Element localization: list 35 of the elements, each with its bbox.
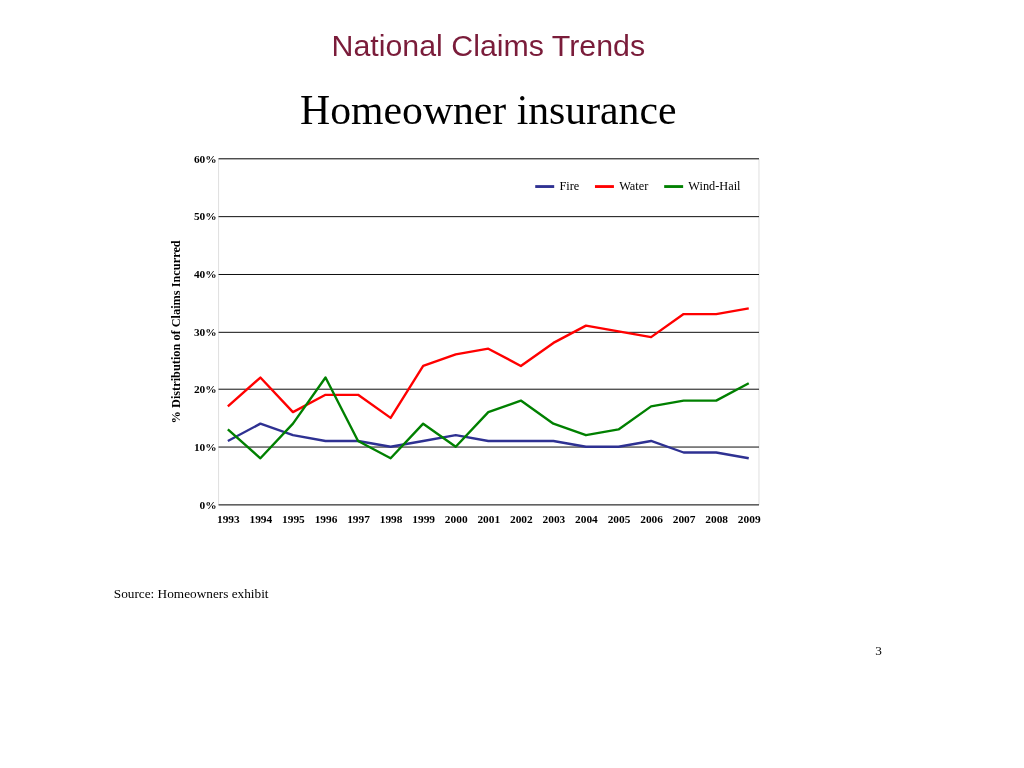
- x-tick-label: 2006: [640, 512, 664, 525]
- y-tick-label: 0%: [199, 498, 217, 511]
- x-tick-label: 2004: [575, 512, 599, 525]
- x-tick-label: 2009: [737, 512, 761, 525]
- x-tick-label: 2001: [477, 512, 501, 525]
- x-tick-label: 2007: [672, 512, 696, 525]
- x-tick-label: 1995: [282, 512, 306, 525]
- x-tick-label: 2003: [542, 512, 566, 525]
- source-note: Source: Homeowners exhibit: [113, 586, 269, 602]
- legend-label: Fire: [559, 179, 580, 194]
- x-tick-label: 1998: [379, 512, 403, 525]
- x-tick-label: 2000: [444, 512, 468, 525]
- line-series: [226, 307, 750, 420]
- legend-label: Wind-Hail: [688, 179, 742, 194]
- y-axis-title: % Distribution of Claims Incurred: [168, 240, 183, 424]
- y-tick-label: 20%: [193, 383, 217, 396]
- x-tick-label: 1993: [216, 512, 240, 525]
- y-tick-label: 30%: [193, 325, 217, 338]
- x-tick-label: 1996: [314, 512, 338, 525]
- y-tick-label: 50%: [193, 210, 217, 223]
- line-series: [226, 376, 750, 460]
- x-tick-label: 1999: [412, 512, 436, 525]
- line-series: [226, 422, 750, 460]
- legend-label: Water: [619, 179, 649, 194]
- y-tick-label: 10%: [193, 441, 217, 453]
- y-tick-label: 60%: [193, 152, 217, 165]
- x-tick-label: 1997: [347, 512, 371, 525]
- y-tick-label: 40%: [193, 267, 217, 280]
- x-tick-label: 2002: [509, 512, 534, 525]
- x-tick-label: 2008: [705, 512, 729, 525]
- chart-subtitle: Homeowner insurance: [300, 87, 677, 134]
- x-tick-label: 2005: [607, 512, 631, 525]
- x-tick-label: 1994: [249, 512, 273, 525]
- chart-title: National Claims Trends: [331, 28, 646, 62]
- text: 3: [875, 643, 883, 659]
